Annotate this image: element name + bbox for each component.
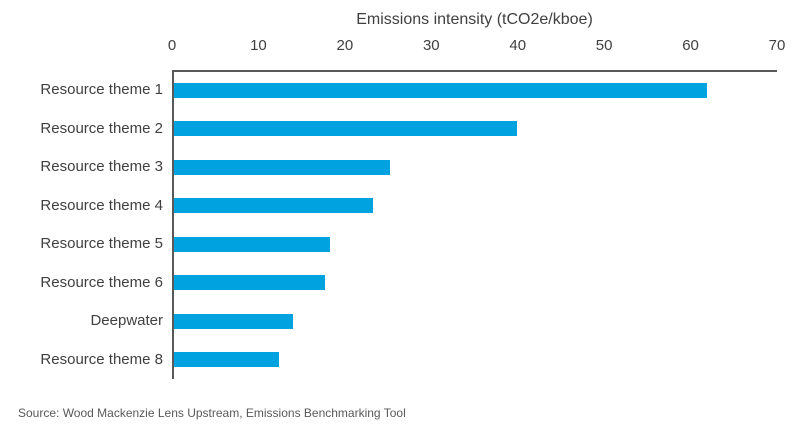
x-tick-label: 10 [250, 37, 267, 54]
category-label: Deepwater [90, 312, 163, 330]
category-label: Resource theme 4 [40, 196, 163, 214]
bar-resource-theme-4 [174, 198, 373, 214]
category-label: Resource theme 2 [40, 119, 163, 137]
bar-resource-theme-1 [174, 82, 708, 98]
bar-resource-theme-6 [174, 275, 326, 291]
x-tick-label: 0 [167, 37, 177, 54]
category-label: Resource theme 1 [40, 81, 163, 98]
plot-area [172, 70, 777, 379]
bar-resource-theme-5 [174, 236, 331, 252]
category-label: Resource theme 3 [40, 158, 163, 176]
category-label: Resource theme 5 [40, 235, 163, 253]
x-tick-label: 30 [422, 37, 440, 54]
source-note: Source: Wood Mackenzie Lens Upstream, Em… [18, 406, 406, 420]
bar-resource-theme-2 [174, 121, 518, 137]
x-tick-label: 60 [682, 37, 699, 54]
x-tick-label: 40 [509, 37, 527, 54]
bar-resource-theme-3 [174, 159, 391, 175]
category-label: Resource theme 8 [40, 350, 163, 368]
x-tick-label: 20 [336, 37, 354, 54]
value-axis-title: Emissions intensity (tCO2e/kboe) [356, 11, 593, 28]
x-tick-label: 70 [768, 37, 786, 54]
bar-resource-theme-8 [174, 352, 279, 368]
category-label: Resource theme 6 [40, 273, 163, 291]
x-tick-label: 50 [595, 37, 613, 54]
bar-deepwater [174, 313, 294, 329]
